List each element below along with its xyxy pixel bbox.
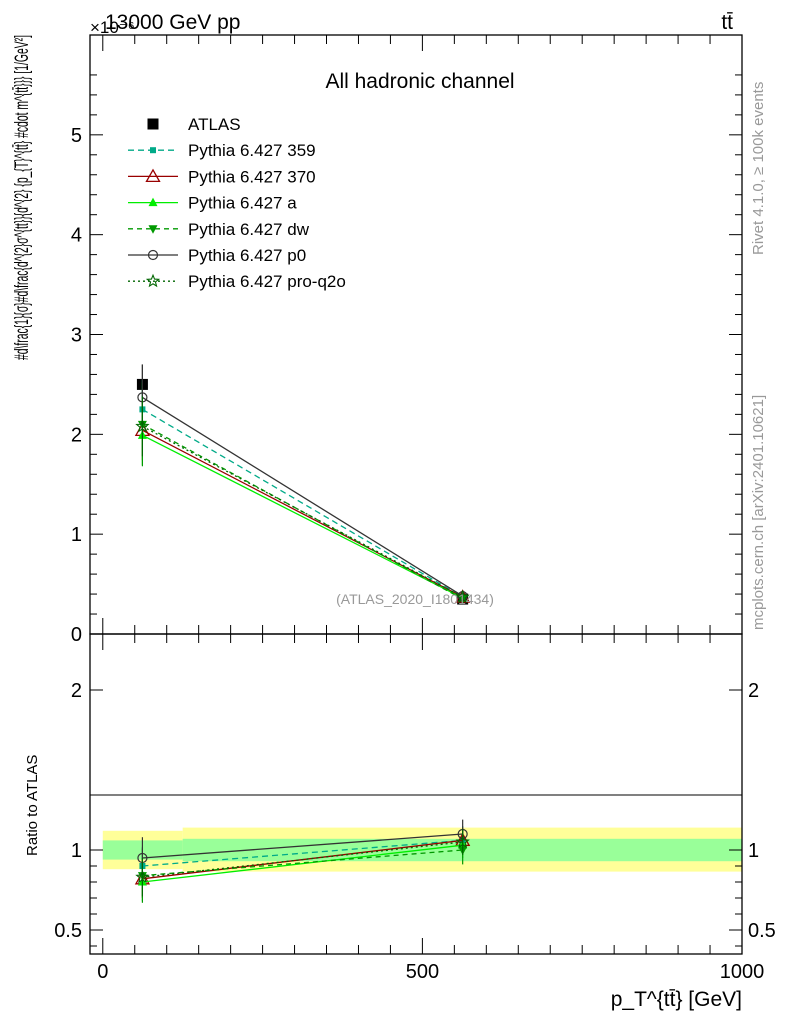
legend-entry-pythia-6-427-370: Pythia 6.427 370 (128, 167, 316, 186)
ratio-marks (134, 819, 471, 903)
exponent-label: ×10⁻⁶ (90, 18, 135, 37)
legend-marker-pythia-6-427-370 (145, 168, 161, 183)
main-y-axis-label: #d\frac{1}{σ}#d\frac{d^{2}σ^{tt}}{d^{2} … (12, 35, 33, 360)
series-pythia-6-427-pro-q2o (135, 396, 470, 604)
data-point-pythia-6-427-pro-q2o (455, 589, 470, 604)
legend-marker-pythia-6-427-a (148, 197, 158, 207)
legend-entry-pythia-6-427-359: Pythia 6.427 359 (128, 141, 316, 160)
main-y-tick-label: 5 (71, 125, 82, 147)
watermark-label: (ATLAS_2020_I1801434) (336, 591, 494, 607)
ratio-line-pythia-6-427-359 (142, 839, 463, 867)
legend-entry-pythia-6-427-dw: Pythia 6.427 dw (128, 220, 310, 239)
series-line-pythia-6-427-a (142, 434, 463, 599)
ratio-panel: 0.5 0.5 1 1 2 2 0 500 1000 Ratio to ATLAS p_T^{t… (24, 633, 776, 1011)
ratio-axes: 0.5 0.5 1 1 2 2 0 500 1000 (54, 634, 776, 983)
main-y-tick-label: 1 (71, 524, 82, 546)
ratio-y-tick-label: 2 (71, 680, 82, 702)
ratio-y-tick-label: 1 (71, 840, 82, 862)
legend-label-pythia-6-427-a: Pythia 6.427 a (188, 194, 297, 213)
legend: ATLAS Pythia 6.427 359 Pythia 6.427 370 Pyt… (128, 115, 346, 291)
series-line-pythia-6-427-359 (142, 408, 463, 598)
legend-label-pythia-6-427-p0: Pythia 6.427 p0 (188, 246, 306, 265)
series-line-pythia-6-427-p0 (142, 396, 464, 597)
ratio-point-pythia-6-427-pro-q2o (135, 869, 150, 884)
ratio-y-tick-label-right: 1 (748, 840, 759, 862)
process-label: tt̄ (721, 11, 733, 34)
legend-entry-pythia-6-427-a: Pythia 6.427 a (128, 194, 297, 213)
legend-entry-pythia-6-427-pro-q2o: Pythia 6.427 pro-q2o (128, 272, 346, 291)
series-pythia-6-427-dw (137, 382, 468, 605)
mcplots-label: mcplots.cern.ch [arXiv:2401.10621] (750, 395, 767, 630)
legend-label-pythia-6-427-pro-q2o: Pythia 6.427 pro-q2o (188, 272, 346, 291)
legend-label-pythia-6-427-dw: Pythia 6.427 dw (188, 220, 310, 239)
legend-marker-pythia-6-427-p0 (147, 249, 159, 261)
legend-marker-pythia-6-427-pro-q2o (145, 273, 161, 288)
legend-marker-pythia-6-427-359 (150, 147, 156, 154)
main-y-tick-label: 4 (71, 225, 82, 247)
ratio-line-pythia-6-427-pro-q2o (142, 841, 463, 878)
series-line-pythia-6-427-pro-q2o (142, 425, 463, 598)
ratio-y-axis-label: Ratio to ATLAS (24, 755, 41, 856)
legend-label-pythia-6-427-359: Pythia 6.427 359 (188, 141, 316, 160)
ratio-frame (89, 633, 743, 955)
energy-label: 13000 GeV pp (105, 11, 240, 34)
main-y-tick-label: 3 (71, 325, 82, 347)
ratio-y-tick-label-right: 0.5 (748, 920, 776, 942)
series-line-pythia-6-427-370 (142, 429, 463, 598)
main-axes: 0 1 2 3 4 5 (71, 35, 743, 646)
chart-title: All hadronic channel (325, 70, 514, 93)
ratio-point-pythia-6-427-pro-q2o (455, 834, 470, 849)
ratio-series-pythia-6-427-pro-q2o (135, 829, 470, 897)
legend-marker-pythia-6-427-dw (148, 225, 158, 234)
ratio-y-tick-label: 0.5 (54, 920, 82, 942)
rivet-label: Rivet 4.1.0, ≥ 100k events (750, 82, 767, 255)
legend-marker-atlas (147, 118, 159, 130)
legend-entry-atlas: ATLAS (147, 115, 241, 134)
data-point-pythia-6-427-pro-q2o (135, 418, 150, 433)
legend-label-pythia-6-427-370: Pythia 6.427 370 (188, 167, 316, 186)
x-axis-label: p_T^{tt̄} [GeV] (611, 988, 742, 1011)
main-panel: 0 1 2 3 4 5 All hadronic channel (ATLAS_2020_… (12, 34, 743, 646)
ratio-line-pythia-6-427-a (142, 844, 463, 883)
x-tick-label: 1000 (720, 961, 765, 983)
x-tick-label: 500 (406, 961, 439, 983)
x-tick-label: 0 (97, 961, 108, 983)
main-marks (134, 364, 471, 605)
ratio-line-pythia-6-427-p0 (142, 833, 463, 859)
legend-entry-pythia-6-427-p0: Pythia 6.427 p0 (128, 246, 306, 265)
legend-label-atlas: ATLAS (188, 115, 241, 134)
ratio-y-tick-label-right: 2 (748, 680, 759, 702)
main-y-tick-label: 2 (71, 424, 82, 446)
series-pythia-6-427-p0 (137, 364, 468, 602)
main-y-tick-label: 0 (71, 624, 82, 646)
